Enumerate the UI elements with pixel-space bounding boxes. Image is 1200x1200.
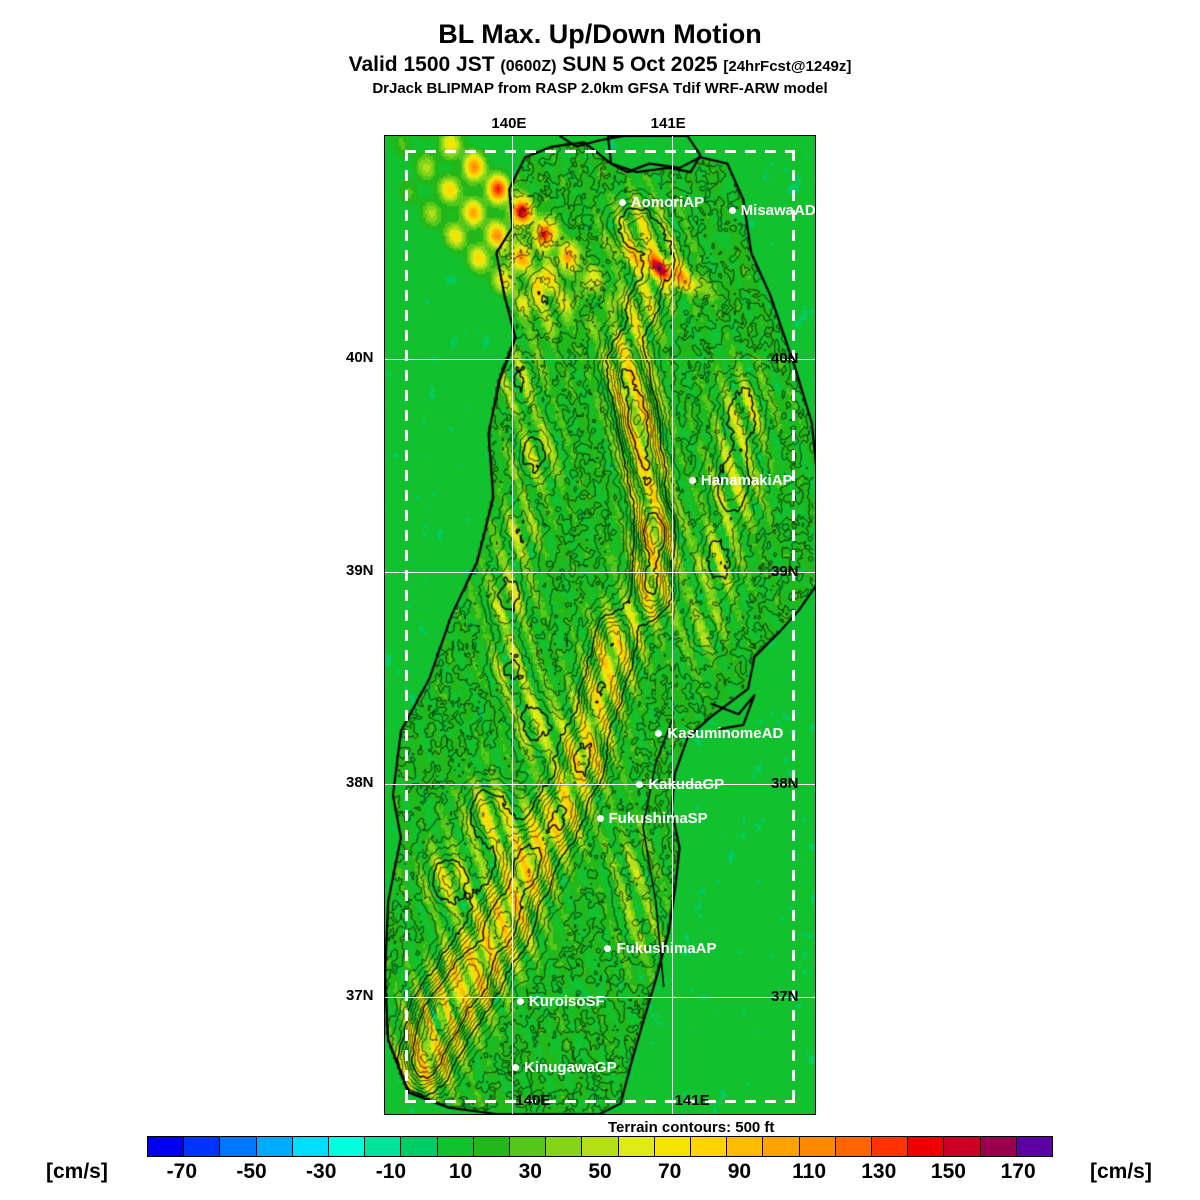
colorbar-swatch [329, 1137, 366, 1156]
terrain-contour-note: Terrain contours: 500 ft [608, 1119, 775, 1136]
station-label: MisawaAD [740, 202, 816, 220]
station-label: KasuminomeAD [667, 725, 784, 743]
longitude-label-top: 141E [650, 115, 686, 132]
header-block: BL Max. Up/Down Motion Valid 1500 JST (0… [0, 0, 1200, 97]
latitude-label-left: 39N [346, 561, 374, 579]
colorbar-swatch [220, 1137, 257, 1156]
forecast-hour: [24hrFcst@1249z] [723, 58, 852, 76]
colorbar-swatch [908, 1137, 945, 1156]
colorbar-unit-right: [cm/s] [1090, 1160, 1152, 1183]
station-dot-icon [618, 198, 626, 206]
colorbar-swatch [691, 1137, 728, 1156]
station-label: FukushimaAP [616, 940, 717, 958]
station-marker[interactable]: AomoriAP [618, 193, 705, 211]
colorbar-swatch [980, 1137, 1017, 1156]
colorbar-swatch [944, 1137, 981, 1156]
station-dot-icon [516, 998, 524, 1006]
colorbar-tick-label: 150 [930, 1160, 966, 1183]
colorbar-swatch [292, 1137, 330, 1156]
colorbar[interactable] [147, 1136, 1053, 1157]
valid-time: Valid 1500 JST [348, 53, 495, 77]
colorbar-swatch [582, 1137, 619, 1156]
colorbar-swatch [835, 1137, 873, 1156]
colorbar-swatch [473, 1137, 511, 1156]
colorbar-tick-label: 110 [792, 1160, 827, 1183]
station-marker[interactable]: KakudaGP [636, 777, 724, 792]
colorbar-tick-label: 10 [448, 1160, 473, 1183]
colorbar-swatch [799, 1137, 836, 1156]
colorbar-swatch [727, 1137, 764, 1156]
station-dot-icon [636, 781, 644, 789]
colorbar-swatch [618, 1137, 655, 1156]
station-label: AomoriAP [630, 193, 705, 211]
colorbar-swatch [437, 1137, 474, 1156]
colorbar-tick-label: -30 [306, 1160, 337, 1183]
colorbar-swatch [654, 1137, 692, 1156]
station-dot-icon [728, 207, 736, 215]
station-marker[interactable]: FukushimaAP [604, 941, 716, 956]
latitude-label-right: 39N [771, 562, 799, 580]
colorbar-swatch [546, 1137, 583, 1156]
colorbar-swatch [1016, 1137, 1053, 1156]
station-dot-icon [512, 1064, 520, 1072]
colorbar-tick-label: 30 [518, 1160, 542, 1183]
latitude-label-right: 38N [771, 775, 799, 793]
colorbar-tick-label: -50 [236, 1160, 267, 1183]
latitude-label-left: 37N [346, 987, 374, 1005]
station-marker[interactable]: MisawaAD [728, 202, 816, 220]
latitude-label-right: 37N [771, 988, 799, 1006]
station-label: HanamakiAP [700, 472, 793, 490]
colorbar-tick-label: 90 [727, 1160, 752, 1183]
page-title: BL Max. Up/Down Motion [438, 19, 762, 49]
station-dot-icon [596, 815, 604, 823]
colorbar-swatch [763, 1137, 800, 1156]
map-frame[interactable]: AomoriAP MisawaAD HanamakiAP KasuminomeAD Ka… [384, 135, 816, 1115]
station-marker[interactable]: KinugawaGP [512, 1060, 617, 1075]
colorbar-block: [cm/s] [cm/s] -70 -50 -30 -10 10 30 50 70 90 110 1… [0, 1136, 1200, 1196]
colorbar-tick-label: -10 [375, 1160, 407, 1183]
station-marker[interactable]: KasuminomeAD [655, 726, 783, 741]
valid-date: SUN 5 Oct 2025 [562, 53, 718, 77]
station-dot-icon [655, 730, 663, 738]
station-label: KuroisoSF [528, 993, 605, 1011]
colorbar-swatch [148, 1137, 185, 1156]
valid-time-line: Valid 1500 JST (0600Z) SUN 5 Oct 2025 [2… [0, 54, 1200, 76]
latitude-label-left: 38N [346, 774, 374, 792]
colorbar-unit-left: [cm/s] [46, 1160, 108, 1183]
colorbar-tick-label: 50 [588, 1160, 612, 1183]
station-marker[interactable]: KuroisoSF [516, 993, 605, 1011]
station-label: KakudaGP [648, 776, 725, 794]
colorbar-swatch [872, 1137, 909, 1156]
station-marker[interactable]: FukushimaSP [596, 810, 708, 828]
station-dot-icon [688, 477, 696, 485]
station-marker[interactable]: HanamakiAP [688, 472, 793, 490]
colorbar-swatch [401, 1137, 438, 1156]
station-label: KinugawaGP [524, 1059, 617, 1077]
colorbar-swatch [184, 1137, 221, 1156]
station-dot-icon [604, 945, 612, 953]
valid-time-utc: (0600Z) [500, 58, 557, 76]
motion-heatmap-canvas [385, 136, 815, 1114]
colorbar-swatch [365, 1137, 402, 1156]
colorbar-swatch [256, 1137, 293, 1156]
longitude-label-bottom: 141E [674, 1092, 710, 1109]
colorbar-tick-label: 130 [861, 1160, 897, 1183]
latitude-label-right: 40N [771, 350, 799, 368]
colorbar-swatch [510, 1137, 547, 1156]
model-description: DrJack BLIPMAP from RASP 2.0km GFSA Tdif… [372, 80, 828, 98]
station-label: FukushimaSP [608, 810, 708, 828]
colorbar-tick-label: 170 [1000, 1160, 1036, 1183]
longitude-label-top: 140E [491, 115, 527, 132]
colorbar-tick-label: -70 [166, 1160, 198, 1183]
latitude-label-left: 40N [346, 349, 374, 367]
colorbar-tick-label: 70 [658, 1160, 682, 1183]
longitude-label-bottom: 140E [515, 1092, 551, 1109]
map-container[interactable]: AomoriAP MisawaAD HanamakiAP KasuminomeAD Ka… [346, 115, 816, 1115]
